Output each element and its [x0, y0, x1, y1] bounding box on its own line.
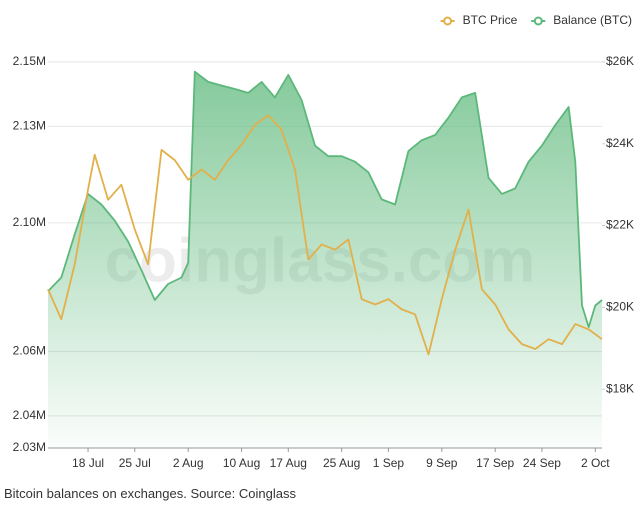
y-tick-label: 2.13M: [13, 119, 46, 133]
y-tick-label: 2.10M: [13, 215, 46, 229]
legend-label: BTC Price: [463, 13, 518, 27]
x-tick-label: 25 Jul: [119, 456, 151, 470]
caption: Bitcoin balances on exchanges. Source: C…: [4, 486, 296, 501]
x-tick-label: 2 Oct: [581, 456, 610, 470]
y2-tick-label: $20K: [606, 300, 634, 314]
x-tick-label: 17 Sep: [476, 456, 514, 470]
legend-label: Balance (BTC): [553, 13, 632, 27]
y2-tick-label: $18K: [606, 381, 634, 395]
legend-swatch: [443, 16, 453, 26]
legend-swatch: [533, 16, 543, 26]
x-tick-label: 2 Aug: [173, 456, 204, 470]
x-tick-label: 24 Sep: [523, 456, 561, 470]
x-tick-label: 10 Aug: [223, 456, 260, 470]
y-tick-label: 2.03M: [13, 440, 46, 454]
x-tick-label: 25 Aug: [323, 456, 360, 470]
area: [48, 71, 602, 448]
y2-tick-label: $24K: [606, 136, 634, 150]
y2-tick-label: $22K: [606, 218, 634, 232]
x-tick-label: 18 Jul: [72, 456, 104, 470]
x-tick-label: 17 Aug: [270, 456, 307, 470]
x-tick-label: 1 Sep: [373, 456, 405, 470]
y-tick-label: 2.06M: [13, 344, 46, 358]
line: [47, 70, 603, 328]
y-tick-label: 2.15M: [13, 54, 46, 68]
chart: coinglass.com 2.03M2.04M2.06M2.10M2.13M2…: [13, 13, 634, 470]
x-tick-label: 9 Sep: [426, 456, 458, 470]
line: [47, 114, 603, 356]
y-tick-label: 2.04M: [13, 408, 46, 422]
y2-tick-label: $26K: [606, 54, 634, 68]
